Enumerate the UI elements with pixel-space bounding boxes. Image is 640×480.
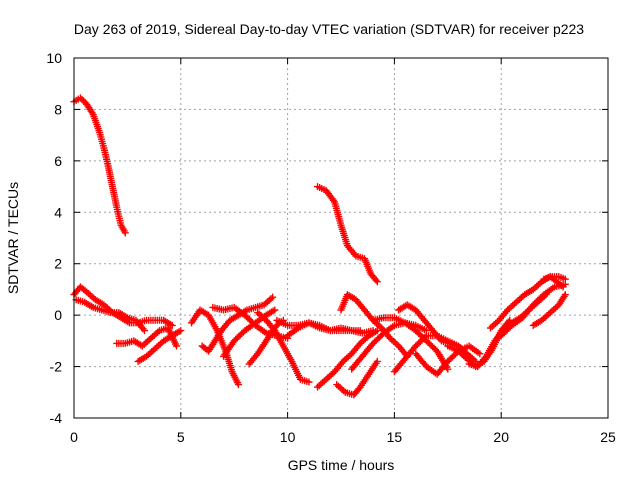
series-track-midday-high [314,183,381,286]
x-tick-label: 5 [177,429,185,445]
data-point-marker [372,276,380,284]
data-marks [70,94,569,399]
data-point-marker [373,357,381,365]
axis-ticks [73,57,609,419]
plot-frame [73,57,609,419]
data-point-marker [476,350,484,358]
y-tick-label: -2 [50,359,63,375]
y-tick-label: 2 [54,256,62,272]
x-tick-label: 20 [493,429,509,445]
series-track-w [540,273,567,291]
series-track-k [333,357,381,399]
data-point-marker [76,94,84,102]
data-point-marker [444,365,452,373]
data-point-marker [271,306,279,314]
chart-title: Day 263 of 2019, Sidereal Day-to-day VTE… [74,21,584,37]
data-point-marker [234,381,242,389]
x-tick-label: 15 [387,429,403,445]
series-track-early-low [113,324,181,350]
series-track-i [284,319,377,340]
series-track-j [314,327,381,391]
y-tick-label: 0 [54,307,62,323]
tick-labels: 0 5 10 15 20 25 -4 -2 0 2 4 6 8 10 [46,50,616,445]
x-tick-label: 0 [70,429,78,445]
x-tick-label: 25 [600,429,616,445]
data-point-marker [140,327,148,335]
data-point-marker [121,229,129,237]
data-point-marker [80,97,88,105]
data-point-marker [78,95,86,103]
x-axis-label: GPS time / hours [288,457,395,473]
y-tick-label: 10 [46,50,62,66]
series-track-v [529,291,569,329]
series-track-dawn-2 [72,296,148,335]
data-point-marker [305,378,313,386]
data-point-marker [373,278,381,286]
grid [74,58,608,418]
y-axis-label: SDTVAR / TECUs [5,182,21,294]
data-point-marker [177,327,185,335]
series-track-a [134,327,185,365]
data-point-marker [558,282,566,290]
y-tick-label: 8 [54,101,62,117]
data-point-marker [173,342,181,350]
series-track-dawn [70,283,176,329]
data-point-marker [561,291,569,299]
series-track-g [254,309,313,386]
x-tick-label: 10 [280,429,296,445]
data-point-marker [421,333,429,341]
series-track-early-high [70,94,129,237]
data-point-marker [269,293,277,301]
y-tick-label: 4 [54,204,62,220]
series-track-c [198,293,277,355]
data-point-marker [559,283,567,291]
series-track-u [497,280,569,340]
y-tick-label: -4 [50,410,63,426]
data-point-marker [168,321,176,329]
data-point-marker [373,327,381,335]
y-tick-label: 6 [54,153,62,169]
